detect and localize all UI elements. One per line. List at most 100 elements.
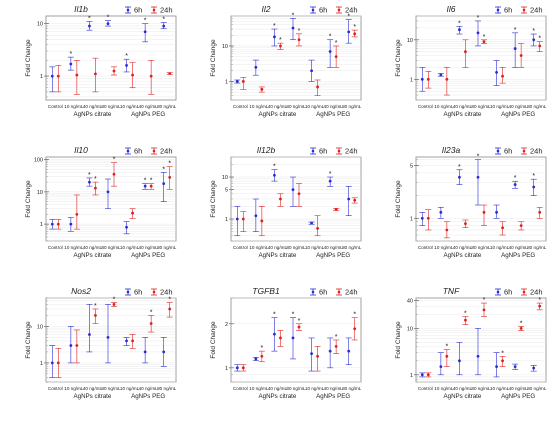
x-tick-label: 40 ng/mL bbox=[83, 104, 103, 109]
x-tick-label: 40 ng/mL bbox=[268, 386, 288, 391]
significance-marker: * bbox=[260, 345, 263, 352]
x-tick-label: Control bbox=[48, 386, 63, 391]
data-point bbox=[445, 77, 449, 81]
significance-marker: * bbox=[88, 15, 91, 22]
x-tick-label: 10 ng/mL bbox=[490, 245, 510, 250]
legend-label: 24h bbox=[530, 288, 543, 297]
legend-marker bbox=[311, 290, 315, 294]
x-tick-label: 40 ng/mL bbox=[453, 245, 473, 250]
data-point bbox=[439, 365, 443, 369]
series-24h bbox=[55, 57, 173, 95]
data-point bbox=[235, 366, 239, 370]
data-point bbox=[310, 69, 313, 73]
group-label: AgNPs citrate bbox=[259, 111, 297, 118]
data-point bbox=[476, 175, 480, 179]
data-point bbox=[328, 349, 332, 353]
y-tick-label: 1 bbox=[40, 222, 43, 228]
x-tick-label: 10 ng/mL bbox=[120, 104, 140, 109]
data-point bbox=[56, 222, 60, 226]
data-point bbox=[482, 40, 486, 44]
significance-marker: * bbox=[538, 36, 541, 43]
data-point bbox=[125, 63, 128, 67]
x-tick-label: 10 ng/mL bbox=[249, 245, 269, 250]
y-tick-label: 2 bbox=[225, 322, 228, 328]
data-point bbox=[106, 22, 110, 26]
data-point bbox=[131, 73, 134, 77]
data-point bbox=[69, 62, 73, 66]
data-point bbox=[310, 221, 313, 225]
data-point bbox=[538, 44, 542, 48]
y-tick-label: 100 bbox=[34, 158, 43, 164]
x-tick-label: 80 ng/mL bbox=[286, 104, 306, 109]
y-axis-label: Fold Change bbox=[210, 39, 217, 77]
x-tick-label: 40 ng/mL bbox=[453, 104, 473, 109]
legend-marker bbox=[496, 290, 500, 294]
x-tick-label: 10 ng/mL bbox=[434, 104, 454, 109]
group-label: AgNPs PEG bbox=[316, 111, 350, 118]
data-point bbox=[519, 326, 523, 330]
data-point bbox=[125, 339, 128, 343]
data-point bbox=[316, 354, 319, 358]
data-point bbox=[273, 332, 276, 336]
data-point bbox=[56, 74, 60, 78]
x-tick-label: 10 ng/mL bbox=[64, 245, 84, 250]
significance-marker: * bbox=[107, 14, 110, 21]
x-tick-label: 80 ng/mL bbox=[471, 245, 491, 250]
series-6h: * * * * bbox=[419, 15, 537, 92]
x-tick-label: 40 ng/mL bbox=[83, 386, 103, 391]
data-point bbox=[291, 26, 295, 30]
data-point bbox=[235, 80, 239, 83]
legend: 6h 24h bbox=[495, 288, 543, 297]
significance-marker: * bbox=[483, 297, 486, 304]
data-point bbox=[162, 350, 166, 354]
panel-title: TGFB1 bbox=[252, 286, 280, 296]
data-point bbox=[162, 24, 166, 28]
data-point bbox=[273, 35, 276, 39]
series-6h bbox=[49, 304, 167, 378]
group-label: AgNPs PEG bbox=[316, 252, 350, 259]
significance-marker: * bbox=[464, 310, 467, 317]
legend-marker bbox=[522, 149, 526, 153]
data-point bbox=[334, 345, 338, 348]
data-point bbox=[291, 188, 295, 192]
data-point bbox=[149, 184, 153, 188]
data-point bbox=[112, 69, 116, 73]
x-tick-label: 40 ng/mL bbox=[139, 104, 159, 109]
data-point bbox=[168, 307, 172, 311]
significance-marker: * bbox=[538, 297, 541, 304]
y-axis-label: Fold Change bbox=[25, 39, 32, 77]
x-tick-label: 10 ng/mL bbox=[64, 386, 84, 391]
legend-label: 24h bbox=[345, 147, 358, 156]
data-point bbox=[291, 336, 295, 340]
data-point bbox=[519, 54, 523, 57]
significance-marker: * bbox=[273, 312, 276, 319]
x-tick-label: 80 ng/mL bbox=[157, 245, 177, 250]
data-point bbox=[501, 74, 504, 78]
panel-title: TNF bbox=[443, 286, 460, 296]
legend-marker bbox=[126, 290, 130, 294]
significance-marker: * bbox=[150, 309, 153, 316]
series-24h: * * bbox=[425, 34, 543, 96]
panel-title: Il2 bbox=[262, 4, 271, 14]
x-tick-label: 10 ng/mL bbox=[490, 104, 510, 109]
y-tick-label: 1 bbox=[410, 77, 413, 83]
significance-marker: * bbox=[347, 14, 350, 21]
data-point bbox=[94, 72, 97, 76]
data-point bbox=[149, 322, 153, 325]
significance-marker: * bbox=[168, 161, 171, 168]
data-point bbox=[458, 359, 461, 363]
legend-label: 6h bbox=[319, 147, 327, 156]
x-tick-label: 10 ng/mL bbox=[305, 104, 325, 109]
data-point bbox=[279, 44, 282, 48]
significance-marker: * bbox=[279, 37, 282, 44]
series-6h: * * * * bbox=[419, 154, 537, 226]
data-point bbox=[75, 213, 79, 216]
data-point bbox=[316, 85, 319, 89]
legend-marker bbox=[496, 8, 500, 12]
data-point bbox=[131, 211, 134, 215]
y-axis-label: Fold Change bbox=[395, 180, 402, 218]
